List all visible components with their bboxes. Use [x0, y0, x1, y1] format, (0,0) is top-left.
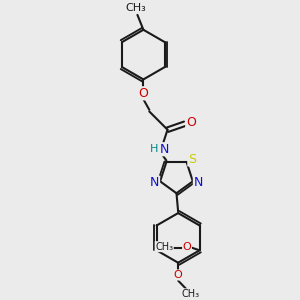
Text: O: O	[186, 116, 196, 129]
Text: CH₃: CH₃	[125, 3, 146, 13]
Text: CH₃: CH₃	[182, 289, 200, 299]
Text: O: O	[183, 242, 191, 252]
Text: O: O	[174, 270, 182, 280]
Text: N: N	[194, 176, 203, 189]
Text: N: N	[160, 143, 170, 156]
Text: H: H	[150, 144, 158, 154]
Text: N: N	[150, 176, 160, 189]
Text: S: S	[188, 153, 196, 166]
Text: O: O	[138, 87, 148, 100]
Text: CH₃: CH₃	[155, 242, 173, 252]
